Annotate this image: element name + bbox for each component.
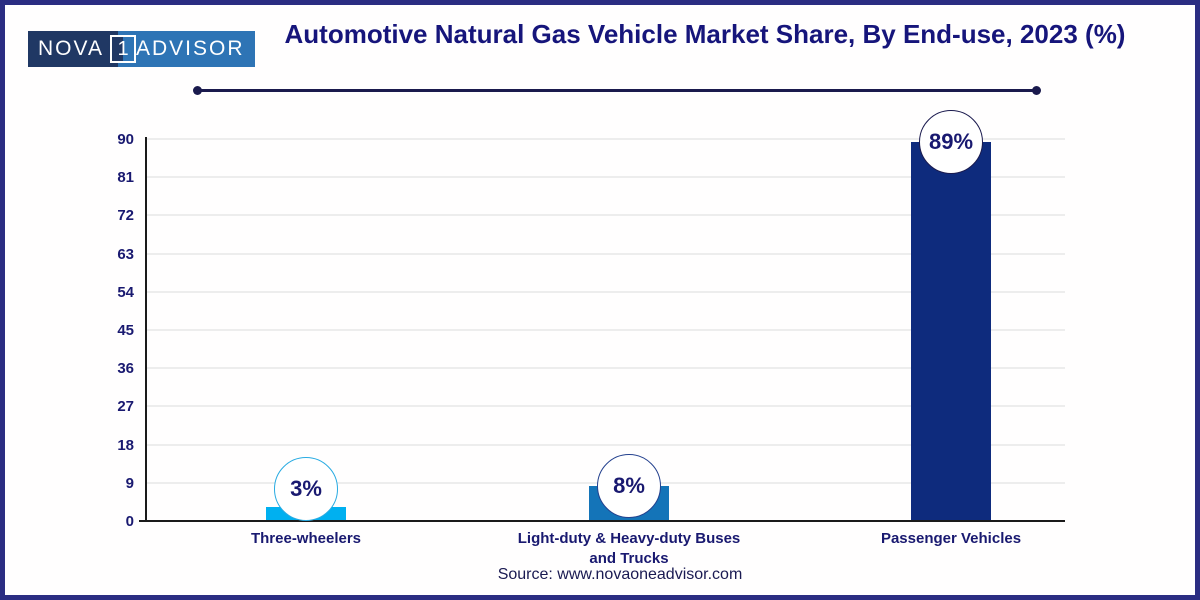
value-badge-2: 8% <box>597 454 661 519</box>
bar-3 <box>911 142 991 520</box>
y-tick-label: 0 <box>125 513 134 530</box>
chart-title: Automotive Natural Gas Vehicle Market Sh… <box>284 19 1126 49</box>
y-tick-label: 72 <box>117 207 134 225</box>
divider-dot-left <box>193 86 202 95</box>
gridline <box>146 329 1065 331</box>
y-tick-label: 9 <box>125 474 134 492</box>
value-badge-3: 89% <box>919 110 983 175</box>
nova-one-advisor-logo: NOVA ADVISOR 1 <box>28 31 255 67</box>
x-category-label-1: Three-wheelers <box>250 530 362 547</box>
logo-text-advisor: ADVISOR <box>117 31 255 67</box>
gridline <box>146 443 1065 446</box>
y-tick-label: 54 <box>117 283 134 301</box>
gridline <box>146 214 1065 217</box>
y-tick-label: 27 <box>117 398 134 416</box>
y-tick-label: 81 <box>117 169 134 187</box>
divider-dot-right <box>1032 86 1041 95</box>
gridline <box>146 405 1065 408</box>
gridline <box>146 252 1065 255</box>
y-tick-label: 36 <box>117 360 134 378</box>
y-tick-label: 63 <box>117 245 134 263</box>
gridline <box>146 367 1065 370</box>
y-tick-label: 18 <box>117 436 134 454</box>
x-axis-line <box>139 520 1065 522</box>
value-badge-1: 3% <box>274 457 338 521</box>
gridline <box>146 290 1065 293</box>
x-category-label-3: Passenger Vehicles <box>880 530 1022 547</box>
y-axis-line <box>145 137 147 521</box>
source-text: Source: www.novaoneadvisor.com <box>497 566 743 583</box>
y-tick-label: 90 <box>117 131 134 148</box>
title-divider-line <box>193 86 1041 95</box>
logo-number-badge: 1 <box>110 35 136 63</box>
gridline <box>146 176 1065 179</box>
bar-chart-plot-area: 0 9 18 27 36 45 54 63 72 81 90 3% Three-wheelers 8% L… <box>5 5 1195 595</box>
logo-text-nova: NOVA <box>28 31 118 67</box>
x-category-label-2: Light-duty & Heavy-duty Buses and Trucks <box>517 530 741 568</box>
y-tick-label: 45 <box>117 322 134 339</box>
gridline <box>146 138 1065 140</box>
